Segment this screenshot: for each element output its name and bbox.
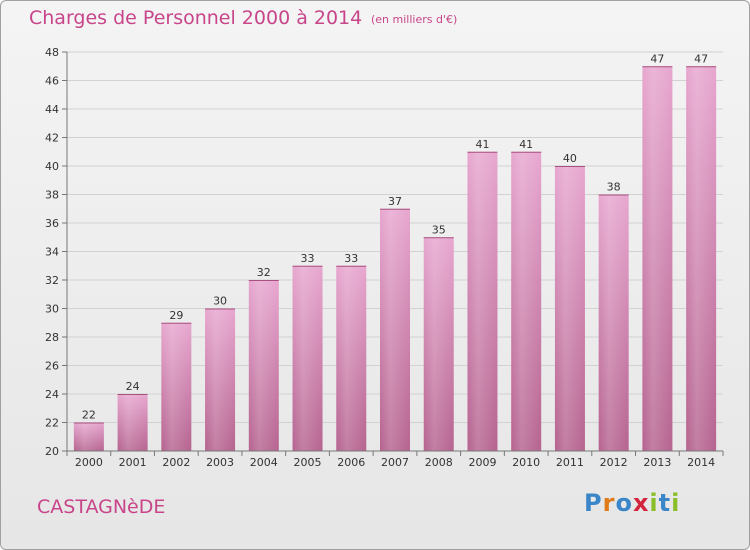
bar-value-label: 38	[607, 181, 621, 194]
chart-title: Charges de Personnel 2000 à 2014	[29, 7, 363, 29]
bar-highlight	[205, 308, 236, 451]
x-tick-label: 2005	[294, 456, 322, 469]
y-tick-label: 36	[45, 217, 59, 230]
x-tick-label: 2007	[381, 456, 409, 469]
x-tick-label: 2000	[75, 456, 103, 469]
bar-highlight	[642, 66, 673, 451]
bar-value-label: 35	[432, 223, 446, 236]
bar-value-label: 40	[563, 152, 577, 165]
logo-letter: r	[602, 489, 616, 517]
y-tick-label: 44	[45, 103, 59, 116]
bar-highlight	[467, 151, 498, 451]
bar-highlight	[686, 66, 717, 451]
y-tick-label: 42	[45, 132, 59, 145]
bar-value-label: 29	[169, 309, 183, 322]
logo-letter: i	[671, 489, 681, 517]
y-tick-label: 22	[45, 417, 59, 430]
y-tick-label: 46	[45, 75, 59, 88]
logo-letter: x	[632, 489, 650, 517]
bar-highlight	[336, 265, 367, 451]
y-tick-label: 40	[45, 160, 59, 173]
y-tick-label: 28	[45, 331, 59, 344]
logo-letter: P	[584, 489, 603, 517]
bar-highlight	[292, 265, 323, 451]
y-tick-label: 38	[45, 189, 59, 202]
bar-highlight	[554, 166, 585, 451]
x-tick-label: 2006	[337, 456, 365, 469]
bar-value-label: 37	[388, 195, 402, 208]
bar-value-label: 47	[694, 52, 708, 65]
bar-highlight	[73, 422, 104, 451]
y-tick-label: 32	[45, 274, 59, 287]
logo-letter: o	[615, 489, 633, 517]
bar-value-label: 41	[475, 138, 489, 151]
bar-value-label: 33	[301, 252, 315, 265]
commune-name: CASTAGNèDE	[37, 496, 166, 518]
y-tick-label: 34	[45, 246, 59, 259]
bar-highlight	[598, 194, 629, 451]
bar-highlight	[117, 394, 148, 451]
x-tick-label: 2009	[468, 456, 496, 469]
bar-value-label: 24	[126, 380, 140, 393]
bar-highlight	[423, 237, 454, 451]
x-tick-label: 2002	[162, 456, 190, 469]
logo-letter: i	[649, 489, 659, 517]
bars: 22 24 29 30 32 33 33 37 35 41 41 40 38 47 47	[73, 52, 717, 451]
x-tick-label: 2010	[512, 456, 540, 469]
y-tick-label: 48	[45, 46, 59, 59]
x-tick-label: 2013	[643, 456, 671, 469]
bar-value-label: 47	[650, 52, 664, 65]
x-tick-label: 2004	[250, 456, 278, 469]
bar-value-label: 33	[344, 252, 358, 265]
bar-value-label: 41	[519, 138, 533, 151]
y-tick-label: 26	[45, 360, 59, 373]
bar-value-label: 32	[257, 266, 271, 279]
x-tick-label: 2001	[119, 456, 147, 469]
proxiti-logo: Proxiti	[584, 489, 680, 517]
chart-subtitle: (en milliers d'€)	[371, 13, 458, 26]
y-tick-label: 24	[45, 388, 59, 401]
logo-letter: t	[658, 489, 672, 517]
x-tick-label: 2012	[600, 456, 628, 469]
x-tick-label: 2011	[556, 456, 584, 469]
bar-value-label: 22	[82, 409, 96, 422]
bar-value-label: 30	[213, 295, 227, 308]
axes: 20 22 24 26 28 30 32 34 36 38 40 42 44 46 48 2000 2001 20…	[45, 46, 724, 469]
x-tick-label: 2014	[687, 456, 715, 469]
x-tick-label: 2008	[425, 456, 453, 469]
bar-highlight	[161, 322, 192, 451]
bar-highlight	[248, 280, 279, 451]
bar-highlight	[511, 151, 542, 451]
y-tick-label: 20	[45, 445, 59, 458]
x-tick-label: 2003	[206, 456, 234, 469]
y-tick-label: 30	[45, 303, 59, 316]
bar-highlight	[380, 208, 410, 451]
